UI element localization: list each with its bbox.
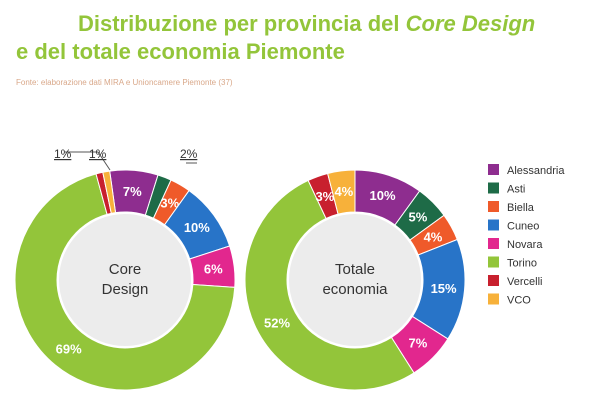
legend-swatch-torino [488,256,499,268]
legend-swatch-asti [488,182,499,194]
donut-1-slice-vco [102,170,117,214]
donut-1-slice-torino [14,173,236,391]
donut-2-label-biella: 4% [424,230,443,245]
legend-swatch-biella [488,201,499,212]
donut-1-label-novara: 6% [204,262,223,277]
legend-label-vco: VCO [507,295,531,307]
donut-1-label-cuneo: 10% [184,220,210,235]
donut-1-callout-label-vco: 1% [89,147,107,161]
legend-swatch-vercelli [488,275,499,286]
donut-1-callout-label-vercelli: 1% [54,147,72,161]
legend-label-alessandria: Alessandria [507,165,565,177]
donut-2-label-asti: 5% [409,210,428,225]
donut-2-slice-vco [327,169,356,215]
legend-label-biella: Biella [507,202,535,214]
donut-1-center-label-line-2: Design [102,281,149,298]
donut-1-callout-label-asti: 2% [180,147,198,161]
donut-2-label-novara: 7% [409,335,428,350]
title-prefix: Distribuzione per provincia del [78,11,406,36]
legend-swatch-cuneo [488,219,499,231]
legend-swatch-novara [488,238,499,249]
donut-1-callout-line-vco [97,151,111,171]
legend-label-novara: Novara [507,239,543,251]
donut-1-center-label-line-1: Core [109,261,142,278]
source-note: Fonte: elaborazione dati MIRA e Unioncam… [16,78,233,87]
donut-1-label-torino: 69% [56,341,82,356]
donut-2-label-cuneo: 15% [431,281,457,296]
donut-2-center [289,214,421,346]
donut-1-label-alessandria: 7% [123,184,142,199]
donut-2-center-label-line-2: economia [322,281,388,298]
legend-label-vercelli: Vercelli [507,276,542,288]
donut-2-label-torino: 52% [264,315,290,330]
chart-title: Distribuzione per provincia del Core Des… [0,10,607,66]
legend-swatch-vco [488,293,499,305]
donut-2-label-vco: 4% [334,184,353,199]
donut-1-label-biella: 3% [160,196,179,211]
title-line-1: Distribuzione per provincia del Core Des… [0,10,607,38]
title-emphasis: Core Design [405,11,536,36]
donut-2-label-alessandria: 10% [369,188,395,203]
donut-2-slice-torino [244,179,415,391]
donut-2-center-label-line-1: Totale [335,261,375,278]
legend-swatch-alessandria [488,164,499,175]
donut-2-label-vercelli: 3% [315,189,334,204]
title-line-2: e del totale economia Piemonte [16,39,345,64]
legend-label-asti: Asti [507,184,525,196]
legend-label-torino: Torino [507,258,537,270]
legend-label-cuneo: Cuneo [507,221,539,233]
donut-1-center [59,214,191,346]
